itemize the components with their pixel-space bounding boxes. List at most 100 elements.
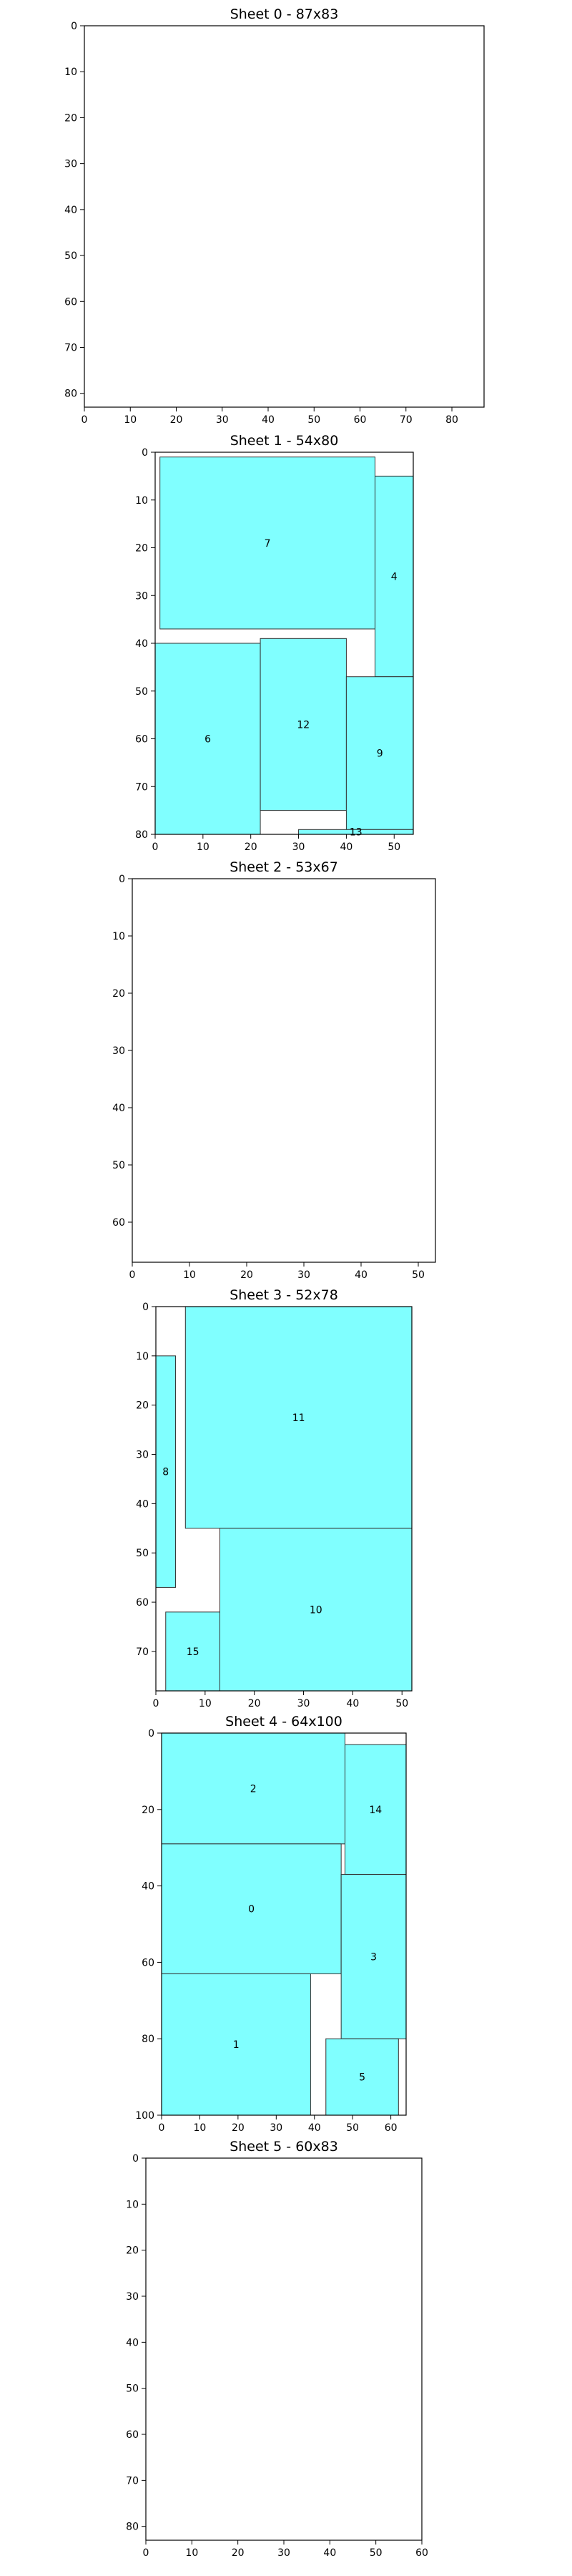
rect-label: 13 bbox=[350, 827, 363, 839]
sheet-title: Sheet 0 - 87x83 bbox=[230, 6, 339, 22]
y-tick-label: 30 bbox=[135, 590, 148, 602]
y-tick-label: 10 bbox=[64, 67, 77, 78]
placed-rect-12 bbox=[260, 638, 347, 811]
y-tick-label: 10 bbox=[126, 2199, 139, 2210]
y-tick-label: 30 bbox=[112, 1045, 125, 1057]
x-tick-label: 40 bbox=[262, 414, 275, 426]
y-tick-label: 10 bbox=[112, 931, 125, 942]
placed-rect-8 bbox=[155, 1355, 177, 1588]
y-tick-label: 20 bbox=[135, 543, 148, 555]
rect-label: 9 bbox=[377, 748, 383, 760]
x-tick-label: 40 bbox=[346, 1698, 359, 1709]
axes-frame bbox=[84, 25, 485, 408]
x-tick-label: 60 bbox=[354, 414, 367, 426]
x-tick-label: 10 bbox=[183, 1269, 196, 1281]
axes-frame bbox=[155, 1306, 413, 1692]
y-tick-label: 40 bbox=[136, 1498, 149, 1510]
x-tick-label: 60 bbox=[415, 2547, 428, 2559]
x-tick-label: 20 bbox=[232, 2547, 245, 2559]
y-tick-label: 20 bbox=[112, 988, 125, 1000]
sheet-title: Sheet 2 - 53x67 bbox=[230, 859, 338, 875]
x-tick-label: 30 bbox=[277, 2547, 290, 2559]
x-tick-label: 20 bbox=[248, 1698, 261, 1709]
x-tick-label: 20 bbox=[245, 841, 257, 853]
y-tick-label: 0 bbox=[132, 2153, 139, 2165]
y-tick-label: 70 bbox=[136, 1646, 149, 1658]
rect-label: 14 bbox=[369, 1805, 382, 1816]
rect-label: 7 bbox=[265, 538, 271, 550]
y-tick-label: 20 bbox=[142, 1805, 154, 1816]
x-tick-label: 0 bbox=[152, 841, 159, 853]
x-tick-label: 0 bbox=[129, 1269, 136, 1281]
x-tick-label: 10 bbox=[194, 2122, 207, 2134]
y-tick-label: 60 bbox=[135, 734, 148, 746]
rect-label: 2 bbox=[250, 1783, 257, 1795]
sheet-panel-0: Sheet 0 - 87x83 0 10 20 30 40 50 60 70 80 0 10 20 30 4… bbox=[64, 6, 485, 426]
rect-label: 8 bbox=[162, 1467, 169, 1478]
y-tick-label: 50 bbox=[136, 1548, 149, 1559]
rect-label: 3 bbox=[370, 1951, 377, 1963]
rect-label: 1 bbox=[233, 2039, 240, 2051]
y-tick-label: 0 bbox=[142, 1302, 149, 1313]
x-tick-label: 30 bbox=[216, 414, 229, 426]
rect-label: 15 bbox=[187, 1646, 199, 1658]
x-tick-label: 80 bbox=[445, 414, 458, 426]
x-tick-label: 30 bbox=[292, 841, 305, 853]
y-tick-label: 50 bbox=[64, 250, 77, 262]
rect-label: 11 bbox=[292, 1413, 305, 1424]
placed-rect-3 bbox=[340, 1874, 407, 2039]
x-tick-label: 50 bbox=[346, 2122, 359, 2134]
y-tick-label: 40 bbox=[112, 1103, 125, 1114]
placed-rect-7 bbox=[159, 457, 376, 630]
x-tick-label: 30 bbox=[297, 1269, 310, 1281]
y-tick-label: 0 bbox=[71, 21, 77, 32]
y-tick-label: 50 bbox=[112, 1160, 125, 1171]
x-tick-label: 10 bbox=[199, 1698, 212, 1709]
rect-label: 6 bbox=[204, 734, 211, 746]
sheet-title: Sheet 3 - 52x78 bbox=[230, 1287, 338, 1303]
x-tick-label: 0 bbox=[82, 414, 88, 426]
placed-rect-4 bbox=[375, 475, 414, 678]
placed-rect-2 bbox=[161, 1732, 345, 1845]
y-tick-label: 30 bbox=[64, 159, 77, 170]
placed-rect-1 bbox=[161, 1973, 311, 2116]
y-tick-label: 60 bbox=[112, 1217, 125, 1229]
sheet-panel-5: Sheet 5 - 60x83 0 10 20 30 40 50 60 0 10 20 30 40 50 6… bbox=[126, 2139, 428, 2559]
x-tick-label: 40 bbox=[355, 1269, 368, 1281]
y-tick-label: 60 bbox=[142, 1957, 154, 1968]
y-tick-label: 50 bbox=[135, 686, 148, 698]
y-tick-label: 60 bbox=[126, 2429, 139, 2441]
axes-frame bbox=[161, 1732, 407, 2116]
x-tick-label: 40 bbox=[323, 2547, 336, 2559]
x-tick-label: 20 bbox=[232, 2122, 245, 2134]
x-tick-label: 20 bbox=[240, 1269, 253, 1281]
placed-rect-0 bbox=[161, 1843, 342, 1974]
y-tick-label: 40 bbox=[64, 205, 77, 216]
y-tick-label: 30 bbox=[136, 1450, 149, 1461]
sheet-title: Sheet 1 - 54x80 bbox=[230, 433, 339, 449]
y-tick-label: 60 bbox=[64, 296, 77, 308]
rect-label: 12 bbox=[297, 719, 310, 731]
rect-label: 0 bbox=[248, 1904, 255, 1916]
y-tick-label: 30 bbox=[126, 2291, 139, 2303]
y-tick-label: 80 bbox=[64, 389, 77, 400]
x-tick-label: 50 bbox=[412, 1269, 425, 1281]
placed-rect-15 bbox=[165, 1611, 220, 1692]
x-tick-label: 30 bbox=[270, 2122, 282, 2134]
sheet-panel-2: Sheet 2 - 53x67 0 10 20 30 40 50 0 10 20 30 40 50 60 bbox=[112, 859, 436, 1281]
y-tick-label: 20 bbox=[136, 1400, 149, 1412]
y-tick-label: 0 bbox=[119, 874, 125, 885]
y-tick-label: 40 bbox=[142, 1881, 154, 1893]
y-tick-label: 40 bbox=[126, 2337, 139, 2348]
y-tick-label: 80 bbox=[142, 2034, 154, 2045]
x-tick-label: 10 bbox=[185, 2547, 198, 2559]
x-tick-label: 60 bbox=[385, 2122, 398, 2134]
x-tick-label: 0 bbox=[153, 1698, 159, 1709]
y-tick-label: 10 bbox=[136, 1351, 149, 1362]
sheet-title: Sheet 5 - 60x83 bbox=[230, 2139, 338, 2155]
y-tick-label: 0 bbox=[148, 1728, 154, 1740]
x-tick-label: 50 bbox=[307, 414, 320, 426]
x-tick-label: 10 bbox=[124, 414, 137, 426]
x-tick-label: 20 bbox=[170, 414, 183, 426]
